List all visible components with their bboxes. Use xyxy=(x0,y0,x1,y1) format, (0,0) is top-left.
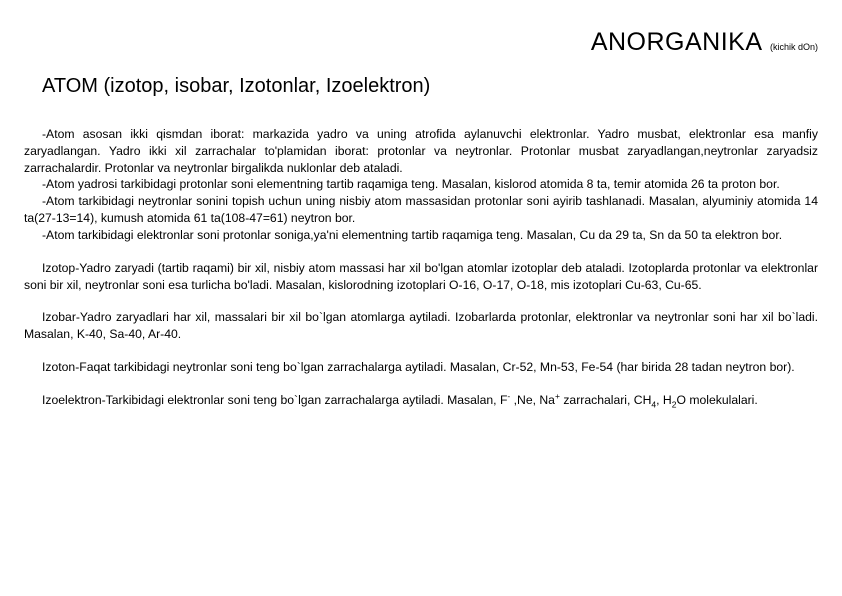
p8-mid1: ,Ne, Na xyxy=(510,393,555,407)
para-1: -Atom asosan ikki qismdan iborat: markaz… xyxy=(24,126,818,176)
p8-post: O molekulalari. xyxy=(676,393,757,407)
para-4: -Atom tarkibidagi elektronlar soni proto… xyxy=(24,227,818,244)
para-6: Izobar-Yadro zaryadlari har xil, massala… xyxy=(24,309,818,343)
para-7: Izoton-Faqat tarkibidagi neytronlar soni… xyxy=(24,359,818,376)
body-text: -Atom asosan ikki qismdan iborat: markaz… xyxy=(24,126,818,409)
para-2: -Atom yadrosi tarkibidagi protonlar soni… xyxy=(24,176,818,193)
p8-mid3: , H xyxy=(656,393,672,407)
spacer xyxy=(24,244,818,260)
p8-mid2: zarrachalari, CH xyxy=(560,393,651,407)
spacer xyxy=(24,343,818,359)
para-3: -Atom tarkibidagi neytronlar sonini topi… xyxy=(24,193,818,227)
para-5: Izotop-Yadro zaryadi (tartib raqami) bir… xyxy=(24,260,818,294)
para-8: Izoelektron-Tarkibidagi elektronlar soni… xyxy=(24,392,818,409)
header-main: ANORGANIKA xyxy=(591,28,763,56)
header-sub: (kichik dOn) xyxy=(770,42,818,52)
p8-pre: Izoelektron-Tarkibidagi elektronlar soni… xyxy=(42,393,507,407)
page-title: ATOM (izotop, isobar, Izotonlar, Izoelek… xyxy=(42,75,818,98)
spacer xyxy=(24,376,818,392)
spacer xyxy=(24,293,818,309)
page-header: ANORGANIKA (kichik dOn) xyxy=(24,28,818,57)
